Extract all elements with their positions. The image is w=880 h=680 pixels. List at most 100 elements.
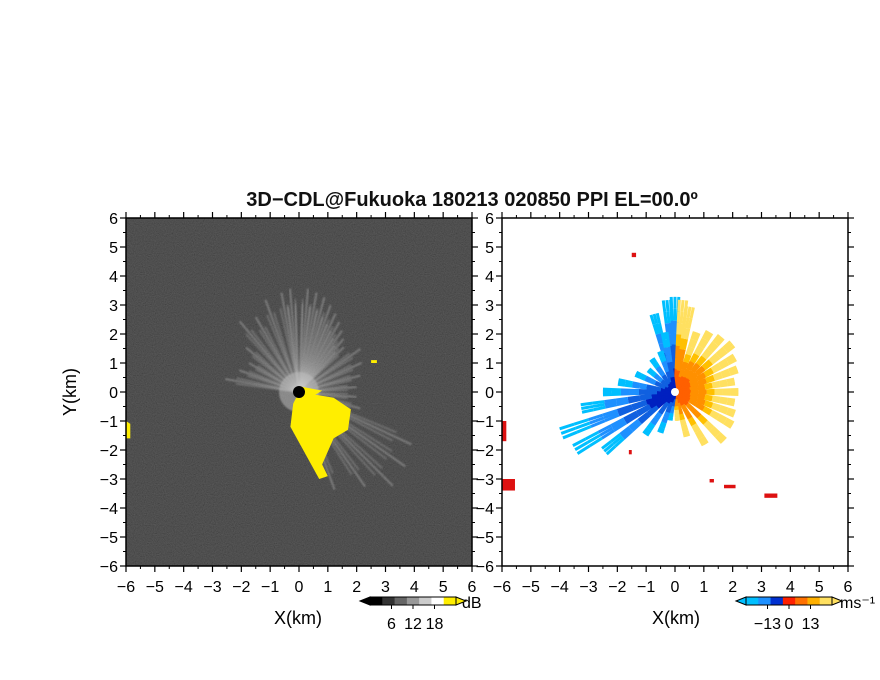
velocity-colorbar-swatch [746, 597, 759, 605]
velocity-ray [605, 445, 617, 456]
snr-y-tick-label: 4 [109, 269, 118, 286]
velocity-y-tick-label: 6 [485, 211, 494, 228]
snr-colorbar-tick-labels: 6 12 18 [387, 605, 444, 633]
velocity-ray [677, 299, 681, 312]
velocity-ray [698, 438, 705, 447]
velocity-ray [716, 417, 725, 425]
velocity-ray [696, 395, 705, 400]
velocity-ray [637, 411, 649, 422]
snr-colorbar-frame [369, 596, 457, 606]
velocity-ray [640, 373, 647, 379]
velocity-ray [676, 311, 681, 323]
figure-title: 3D−CDL@Fukuoka 180213 020850 PPI EL=00.0… [246, 189, 698, 211]
velocity-ray [659, 383, 667, 389]
snr-radar-site [293, 386, 305, 398]
velocity-ray [682, 431, 687, 438]
snr-x-tick-label: −1 [261, 579, 279, 596]
velocity-ray [660, 387, 669, 392]
velocity-ray [574, 441, 589, 451]
velocity-ray [631, 421, 642, 432]
velocity-ray [574, 421, 591, 430]
y-axis-label: Y(km) [60, 368, 80, 416]
velocity-ray [667, 416, 672, 421]
velocity-ray [639, 393, 652, 399]
velocity-ray [696, 399, 705, 406]
velocity-ray [711, 404, 721, 410]
velocity-outlier-pixel [628, 450, 632, 455]
velocity-ray [712, 426, 721, 435]
velocity-ray [704, 396, 713, 402]
snr-colorbar-swatch [406, 597, 420, 605]
velocity-ray [702, 435, 709, 444]
velocity-x-tick-label: 5 [815, 579, 824, 596]
velocity-colorbar-swatch [819, 597, 833, 605]
velocity-ray [668, 354, 673, 363]
velocity-ray [668, 334, 673, 347]
velocity-ray [675, 334, 680, 346]
velocity-ray [729, 367, 738, 374]
velocity-x-tick-label: −5 [522, 579, 540, 596]
velocity-ray [698, 357, 707, 367]
velocity-ray [603, 442, 615, 453]
velocity-ray [686, 370, 695, 380]
velocity-ray [584, 430, 600, 441]
velocity-ray [586, 433, 601, 444]
velocity-ray [697, 416, 706, 425]
velocity-ray [723, 421, 732, 429]
velocity-outlier-pixel [502, 421, 507, 442]
velocity-x-axis-label: X(km) [652, 608, 700, 628]
snr-x-axis-label: X(km) [274, 608, 322, 628]
velocity-ray [692, 331, 699, 341]
velocity-x-tick-label: 1 [699, 579, 708, 596]
velocity-ray [719, 383, 728, 388]
velocity-ray [665, 365, 670, 372]
velocity-colorbar-low-arrow [734, 596, 747, 606]
velocity-ray [719, 396, 728, 401]
velocity-colorbar-swatch [758, 597, 772, 605]
velocity-ray [681, 395, 690, 403]
velocity-ray [593, 405, 606, 412]
velocity-ray [718, 408, 727, 415]
velocity-ray [632, 381, 641, 386]
velocity-ray [580, 401, 593, 407]
velocity-ray [588, 413, 604, 422]
velocity-outlier-pixels [502, 252, 778, 498]
velocity-ray [667, 322, 672, 335]
velocity-x-tick-label: −6 [493, 579, 511, 596]
velocity-ray [682, 316, 687, 328]
snr-x-tick-label: −2 [232, 579, 250, 596]
velocity-colorbar-tick-label: −13 [754, 616, 781, 633]
velocity-ray [616, 400, 629, 407]
velocity-ray [562, 430, 578, 440]
velocity-ray [726, 377, 735, 383]
velocity-outlier-pixel [502, 479, 515, 491]
velocity-ray [687, 346, 693, 356]
velocity-outlier-pixel [724, 484, 736, 489]
velocity-ray [682, 327, 688, 340]
velocity-ray [599, 426, 614, 437]
velocity-ray [710, 411, 719, 419]
velocity-ray [616, 404, 633, 412]
velocity-ray [719, 379, 728, 384]
velocity-ray [704, 370, 714, 378]
velocity-ray [688, 347, 695, 356]
velocity-ray [592, 402, 605, 408]
velocity-x-tick-label: −1 [637, 579, 655, 596]
velocity-ray [657, 351, 663, 358]
velocity-ray [678, 414, 683, 421]
velocity-ray [601, 440, 613, 450]
velocity-ray [617, 382, 626, 387]
velocity-ray [709, 354, 720, 364]
snr-y-tick-label: −4 [100, 501, 118, 518]
velocity-ray [613, 421, 628, 432]
velocity-ray [697, 356, 706, 366]
velocity-y-tick-label: −2 [476, 443, 494, 460]
velocity-ray [691, 340, 698, 349]
velocity-ray [718, 358, 727, 366]
snr-x-tick-label: 2 [352, 579, 361, 596]
velocity-ray [677, 408, 682, 415]
velocity-ray [631, 399, 647, 408]
velocity-ray [646, 404, 658, 415]
snr-y-tick-label: 1 [109, 356, 118, 373]
snr-colorbar-low-arrow [358, 596, 371, 606]
